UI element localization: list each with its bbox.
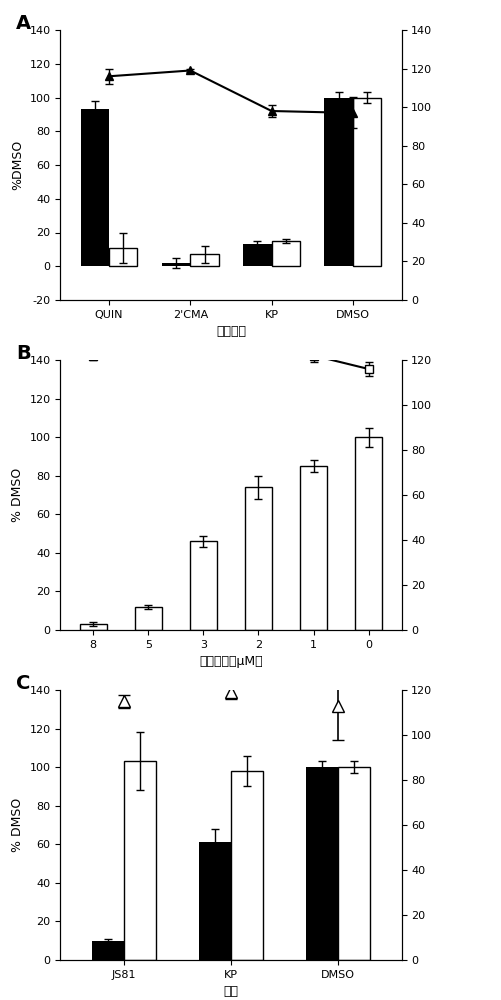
Bar bbox=[134, 607, 162, 630]
Bar bbox=[80, 109, 109, 266]
Y-axis label: % DMSO: % DMSO bbox=[11, 468, 24, 522]
Bar bbox=[337, 767, 369, 960]
Bar bbox=[124, 761, 156, 960]
Bar bbox=[354, 437, 382, 630]
Bar bbox=[189, 541, 217, 630]
Text: C: C bbox=[16, 674, 30, 693]
Bar bbox=[161, 263, 190, 266]
Bar bbox=[198, 842, 230, 960]
X-axis label: 药物浓度（μM）: 药物浓度（μM） bbox=[199, 655, 262, 668]
X-axis label: 药物: 药物 bbox=[223, 985, 238, 998]
Y-axis label: % DMSO: % DMSO bbox=[11, 798, 24, 852]
Bar bbox=[230, 771, 263, 960]
Bar bbox=[242, 244, 271, 266]
Bar bbox=[109, 248, 137, 266]
Bar bbox=[324, 97, 352, 266]
Bar bbox=[305, 767, 337, 960]
Bar bbox=[190, 254, 218, 266]
Bar bbox=[92, 941, 124, 960]
Bar bbox=[244, 487, 272, 630]
Bar bbox=[299, 466, 327, 630]
Bar bbox=[271, 241, 300, 266]
Bar bbox=[352, 97, 381, 266]
Bar bbox=[79, 624, 107, 630]
Text: A: A bbox=[16, 14, 31, 33]
Y-axis label: %DMSO: %DMSO bbox=[11, 140, 24, 190]
Text: B: B bbox=[16, 344, 31, 363]
X-axis label: 药物名称: 药物名称 bbox=[215, 325, 245, 338]
